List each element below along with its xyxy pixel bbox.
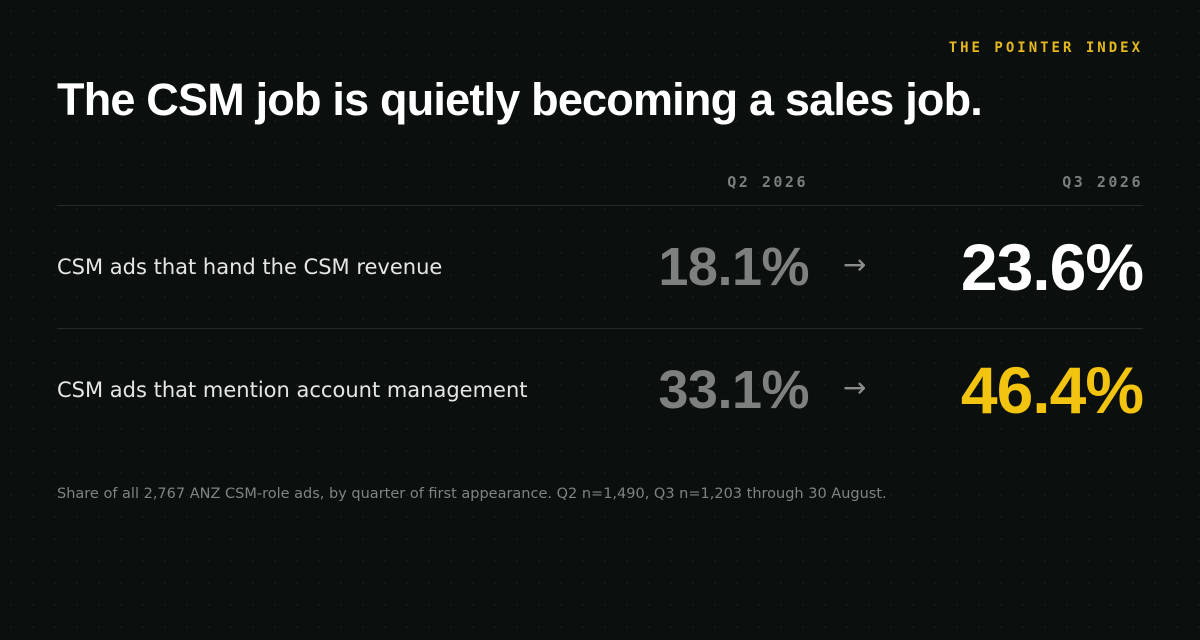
value-q3-revenue: 23.6% [960, 230, 1144, 304]
value-q2-account-management: 33.1% [658, 360, 809, 420]
table-row-revenue: CSM ads that hand the CSM revenue 18.1% … [57, 206, 1144, 328]
divider-middle [57, 328, 1143, 329]
chart-title: The CSM job is quietly becoming a sales … [57, 74, 983, 125]
right-arrow-icon: → [843, 248, 867, 281]
chart-card: THE POINTER INDEX The CSM job is quietly… [57, 0, 1144, 640]
table-row-account-management: CSM ads that mention account management … [57, 329, 1144, 451]
brand-label: THE POINTER INDEX [948, 40, 1143, 56]
value-q3-account-management: 46.4% [960, 353, 1144, 427]
row-label-account-management: CSM ads that mention account management [57, 378, 528, 402]
column-header-previous: Q2 2026 [727, 173, 808, 191]
column-header-current: Q3 2026 [1062, 173, 1143, 191]
footnote: Share of all 2,767 ANZ CSM-role ads, by … [57, 486, 887, 502]
value-q2-revenue: 18.1% [658, 237, 809, 297]
divider-top [57, 205, 1143, 206]
right-arrow-icon: → [843, 371, 867, 404]
row-label-revenue: CSM ads that hand the CSM revenue [57, 255, 443, 279]
